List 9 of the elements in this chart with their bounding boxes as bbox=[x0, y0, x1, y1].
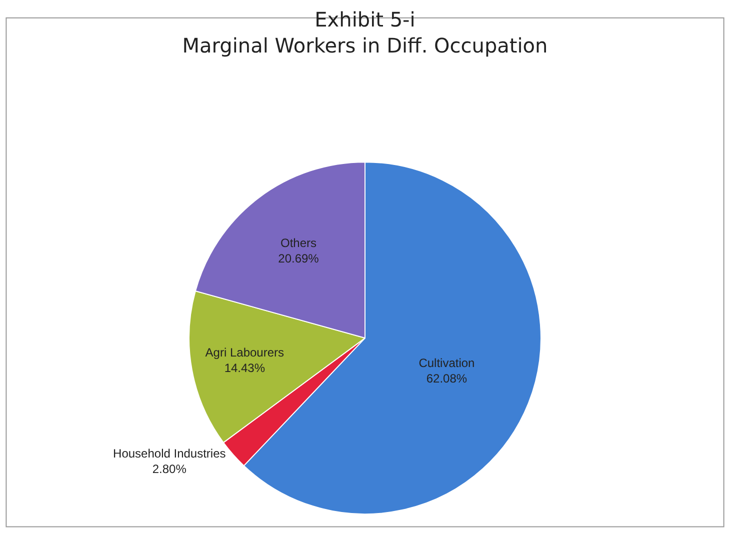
slice-label: Household Industries bbox=[113, 446, 226, 460]
data-label: 20.69% bbox=[278, 252, 320, 266]
slice-label: Cultivation bbox=[418, 356, 475, 370]
data-label: 2.80% bbox=[152, 462, 187, 476]
data-label: 62.08% bbox=[426, 371, 468, 386]
data-label: 14.43% bbox=[224, 361, 266, 376]
slice-label: Others bbox=[280, 236, 317, 250]
slice-label: Agri Labourers bbox=[205, 345, 284, 360]
chart-title: Exhibit 5-i Marginal Workers in Diff. Occupation bbox=[182, 8, 548, 58]
